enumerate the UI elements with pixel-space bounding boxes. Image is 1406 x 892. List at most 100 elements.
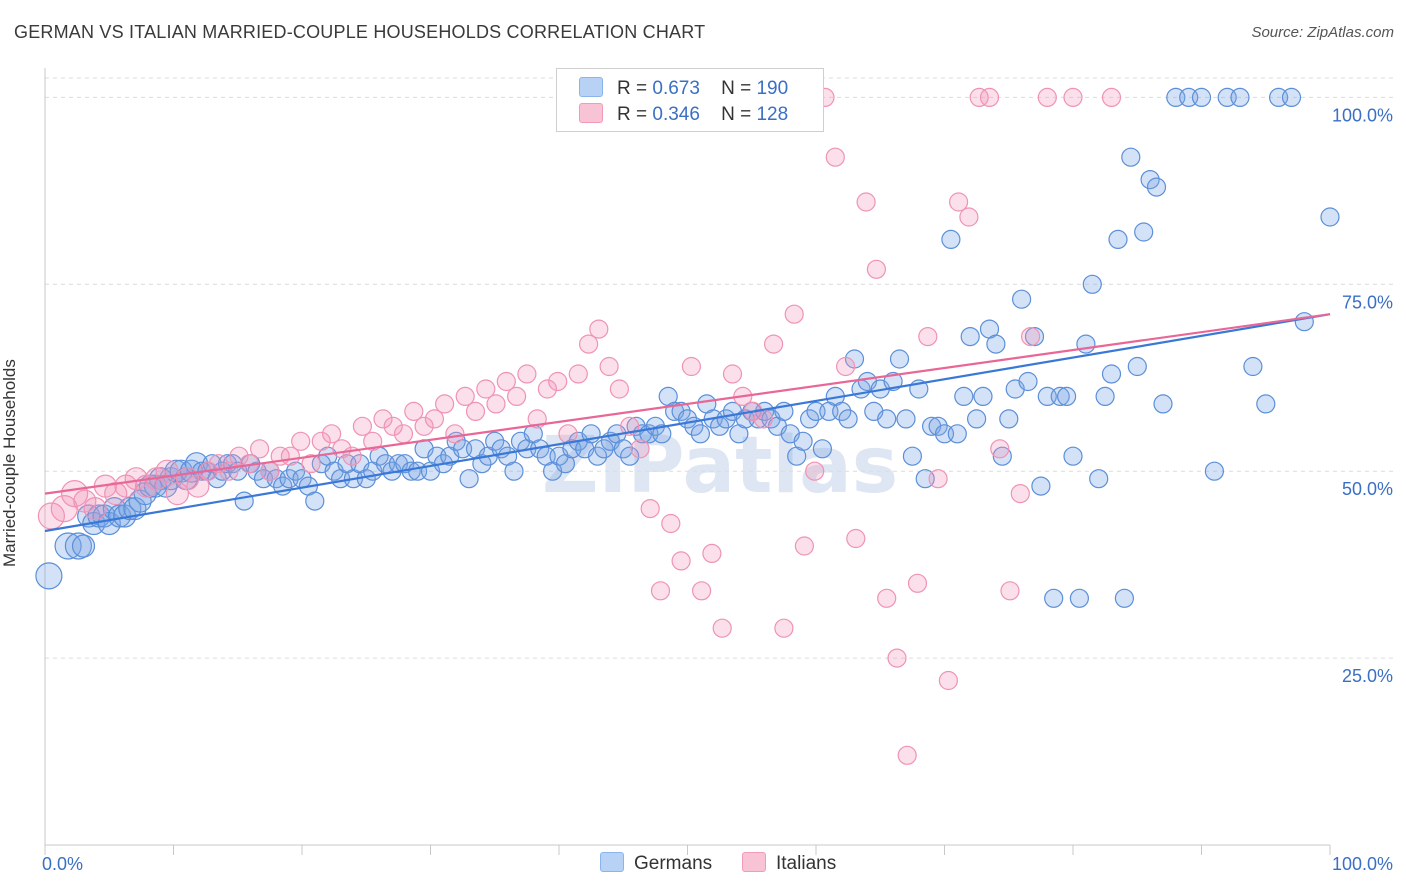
y-tick-label: 75.0%: [1342, 292, 1393, 312]
legend-n-label-italians: N =: [721, 104, 752, 125]
bottom-legend-swatch-italians: [742, 852, 766, 872]
point-italians-25: [301, 454, 321, 474]
point-italians-32: [373, 409, 393, 429]
point-italians-95: [1020, 327, 1041, 347]
point-germans-161: [1050, 386, 1070, 406]
point-italians-20: [250, 439, 270, 459]
bottom-legend-italians: Italians: [742, 852, 836, 875]
point-italians-14: [186, 474, 210, 498]
point-germans-42: [286, 461, 306, 481]
point-germans-164: [1069, 588, 1090, 608]
point-germans-181: [1204, 461, 1225, 481]
point-germans-136: [889, 349, 910, 369]
point-germans-138: [902, 446, 923, 466]
point-italians-83: [897, 745, 917, 765]
point-italians-94: [1010, 484, 1030, 504]
point-germans-102: [671, 401, 691, 421]
point-italians-43: [486, 394, 506, 414]
point-germans-0: [35, 562, 63, 590]
point-germans-76: [504, 461, 524, 481]
trendline-germans: [44, 313, 1331, 533]
point-germans-34: [234, 491, 254, 511]
point-germans-105: [690, 424, 711, 444]
legend-n-label-germans: N =: [721, 78, 752, 99]
point-italians-69: [753, 409, 773, 429]
point-germans-152: [992, 446, 1012, 466]
bottom-legend-label-germans: Germans: [634, 853, 713, 874]
point-italians-51: [568, 364, 588, 384]
point-italians-76: [825, 147, 845, 167]
point-italians-18: [229, 446, 249, 466]
point-italians-46: [517, 364, 537, 384]
legend-swatch-germans: [579, 77, 603, 97]
point-germans-168: [1095, 386, 1115, 406]
point-italians-57: [630, 439, 650, 459]
y-tick-label: 100.0%: [1332, 105, 1393, 125]
point-italians-82: [887, 648, 907, 668]
point-germans-180: [1191, 87, 1212, 108]
point-germans-134: [877, 409, 897, 429]
bottom-legend-germans: Germans: [600, 852, 712, 875]
point-italians-27: [322, 424, 342, 444]
point-italians-77: [835, 356, 856, 377]
point-italians-80: [866, 259, 887, 279]
point-germans-155: [1011, 289, 1032, 309]
point-italians-71: [774, 618, 794, 638]
point-germans-174: [1134, 222, 1154, 242]
point-italians-40: [455, 386, 475, 406]
point-italians-48: [537, 379, 558, 399]
point-italians-73: [794, 536, 815, 556]
point-italians-52: [578, 334, 599, 354]
point-italians-41: [465, 401, 486, 421]
point-italians-90: [969, 87, 989, 108]
point-germans-69: [459, 469, 479, 489]
point-italians-65: [712, 618, 732, 638]
bottom-legend-label-italians: Italians: [776, 853, 837, 874]
point-italians-26: [311, 431, 331, 451]
point-germans-153: [999, 409, 1019, 429]
point-italians-85: [918, 327, 938, 347]
point-germans-149: [973, 386, 993, 406]
point-italians-50: [558, 424, 578, 444]
y-tick-label: 25.0%: [1342, 666, 1393, 686]
point-italians-64: [702, 543, 722, 564]
point-germans-128: [838, 409, 858, 429]
point-italians-54: [599, 356, 619, 377]
point-germans-166: [1082, 274, 1102, 294]
point-germans-170: [1108, 229, 1128, 249]
point-italians-98: [1101, 87, 1122, 108]
point-germans-121: [793, 431, 813, 451]
point-germans-160: [1044, 588, 1064, 608]
point-germans-3: [71, 534, 96, 558]
point-germans-94: [620, 446, 640, 466]
stats-legend: R = 0.673 N = 190 R = 0.346 N = 128: [556, 68, 824, 132]
point-germans-137: [896, 409, 916, 429]
point-germans-173: [1127, 356, 1147, 377]
point-germans-188: [1294, 312, 1314, 332]
point-germans-151: [986, 334, 1006, 354]
point-germans-158: [1031, 476, 1051, 496]
chart-source: Source: ZipAtlas.com: [1251, 24, 1394, 41]
point-italians-31: [363, 431, 383, 451]
point-italians-24: [291, 431, 311, 451]
point-germans-189: [1320, 207, 1340, 227]
point-italians-34: [393, 424, 414, 444]
point-italians-92: [990, 439, 1010, 459]
point-italians-86: [928, 469, 948, 489]
legend-row-germans: R = 0.673 N = 190: [579, 77, 788, 101]
point-italians-84: [907, 573, 928, 593]
point-germans-73: [485, 431, 505, 451]
point-germans-135: [883, 371, 903, 392]
point-germans-99: [652, 424, 672, 444]
point-germans-184: [1243, 356, 1263, 377]
point-germans-185: [1256, 394, 1276, 414]
point-italians-4: [83, 497, 107, 521]
point-italians-61: [671, 551, 691, 571]
legend-n-value-germans: 190: [756, 78, 789, 99]
point-italians-93: [1000, 581, 1020, 601]
point-italians-58: [640, 499, 660, 519]
point-italians-35: [404, 401, 424, 421]
point-italians-87: [938, 670, 959, 691]
point-germans-122: [799, 409, 820, 429]
